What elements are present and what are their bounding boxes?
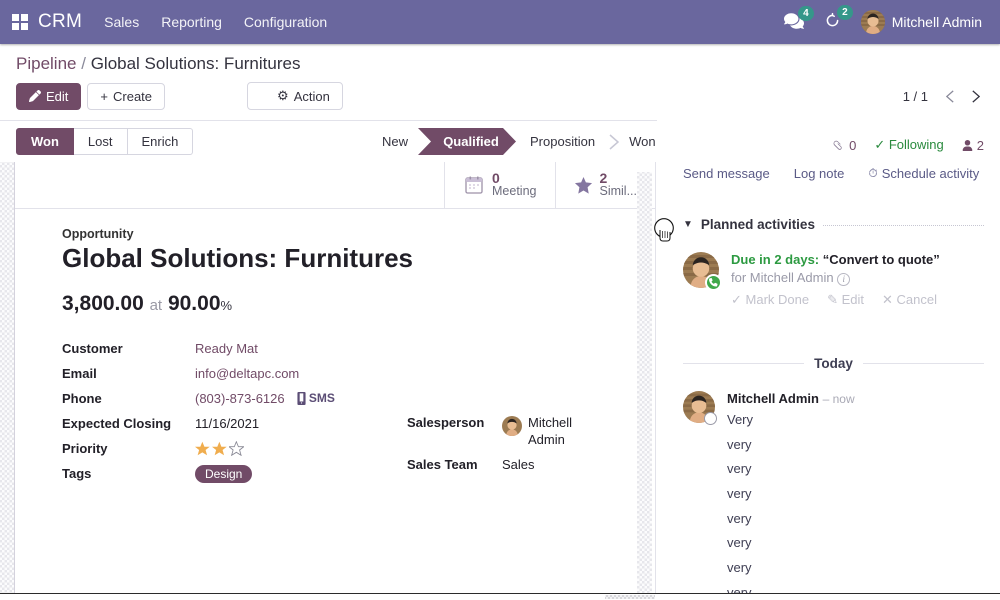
svg-text:Qualified: Qualified xyxy=(443,134,499,149)
